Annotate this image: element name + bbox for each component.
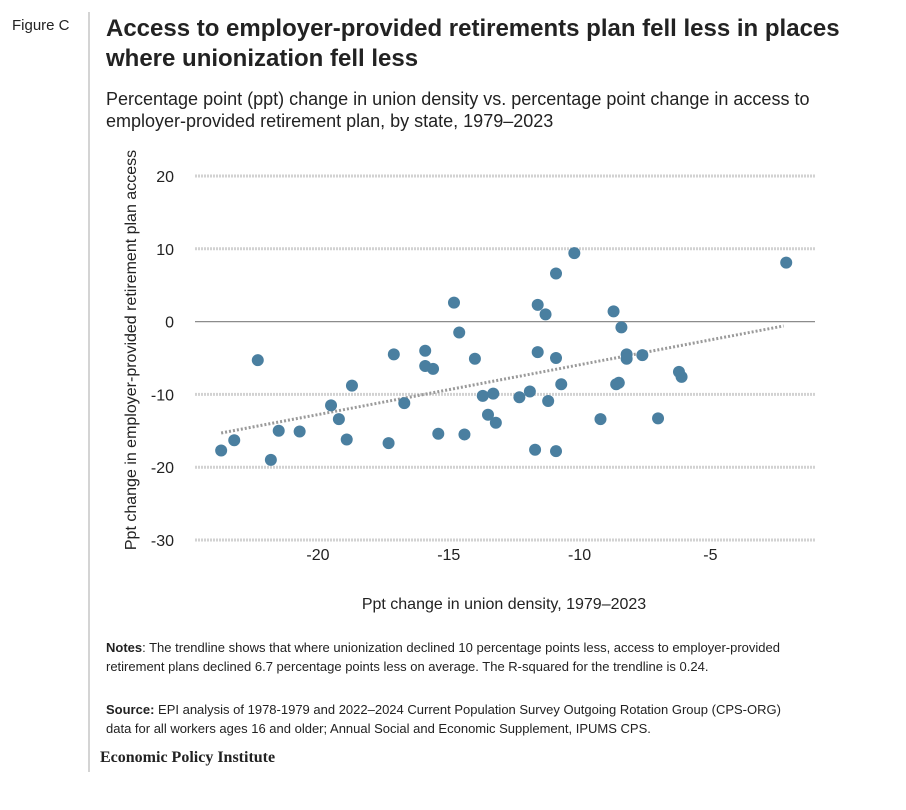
x-axis-ticks: -20 -15 -10 -5 xyxy=(306,547,717,564)
chart-subtitle: Percentage point (ppt) change in union d… xyxy=(106,89,810,131)
data-point xyxy=(607,305,620,318)
y-axis-title: Ppt change in employer-provided retireme… xyxy=(123,150,140,550)
data-point xyxy=(550,352,563,364)
data-point xyxy=(325,399,338,412)
x-tick-label: -5 xyxy=(703,547,717,564)
data-point xyxy=(293,425,306,438)
x-tick-label: -15 xyxy=(437,547,460,564)
data-point xyxy=(340,433,353,446)
data-point xyxy=(432,427,445,440)
x-axis-title: Ppt change in union density, 1979–2023 xyxy=(362,596,646,613)
data-point xyxy=(272,424,285,437)
data-point xyxy=(387,348,400,361)
y-tick-label: 20 xyxy=(156,169,174,186)
data-point xyxy=(453,326,466,339)
data-point xyxy=(447,296,460,309)
data-point xyxy=(215,444,228,457)
data-point xyxy=(594,413,607,426)
data-point xyxy=(555,378,568,391)
data-point xyxy=(398,397,411,410)
data-point xyxy=(382,437,395,450)
y-tick-label: -20 xyxy=(151,460,174,477)
data-point xyxy=(427,362,440,375)
data-point xyxy=(487,387,500,400)
epi-brand: Economic Policy Institute xyxy=(100,749,276,766)
data-point xyxy=(568,247,581,260)
data-point xyxy=(531,298,544,311)
y-tick-label: 0 xyxy=(165,315,174,332)
data-point xyxy=(542,394,555,407)
data-point xyxy=(780,256,793,269)
data-point xyxy=(481,408,494,421)
data-point xyxy=(513,391,526,404)
y-axis-ticks: 20 10 0 -10 -20 -30 xyxy=(151,169,174,550)
data-point xyxy=(550,267,563,280)
data-point xyxy=(652,412,665,425)
data-points xyxy=(215,247,793,466)
data-point xyxy=(251,354,264,367)
data-point xyxy=(345,379,358,392)
data-point xyxy=(636,349,649,362)
data-point xyxy=(264,453,277,466)
x-tick-label: -10 xyxy=(568,547,591,564)
gridlines xyxy=(195,174,815,542)
figure-label: Figure C xyxy=(12,17,70,34)
left-divider xyxy=(88,12,90,772)
data-point xyxy=(615,321,628,334)
data-point xyxy=(419,344,432,357)
data-point xyxy=(675,370,688,383)
source-text: EPI analysis of 1978-1979 and 2022–2024 … xyxy=(106,702,781,736)
data-point xyxy=(476,389,489,402)
data-point xyxy=(529,443,542,456)
data-point xyxy=(612,376,625,389)
source: Source: EPI analysis of 1978-1979 and 20… xyxy=(106,700,806,738)
data-point xyxy=(523,385,536,398)
source-label: Source: xyxy=(106,702,155,717)
data-point xyxy=(550,445,563,458)
data-point xyxy=(489,416,502,429)
data-point xyxy=(228,434,241,447)
data-point xyxy=(458,428,471,441)
scatter-chart: 20 10 0 -10 -20 -30 -20 -15 -10 -5 Ppt change in… xyxy=(123,150,815,613)
notes-text: : The trendline shows that where unioniz… xyxy=(106,640,780,674)
y-tick-label: 10 xyxy=(156,242,174,259)
trendline xyxy=(220,324,784,435)
data-point xyxy=(332,413,345,426)
data-point xyxy=(468,352,481,365)
y-tick-label: -30 xyxy=(151,533,174,550)
data-point xyxy=(539,308,552,321)
x-tick-label: -20 xyxy=(306,547,329,564)
chart-title: Access to employer-provided retirements … xyxy=(106,15,840,72)
data-point xyxy=(531,346,544,359)
y-tick-label: -10 xyxy=(151,387,174,404)
notes-label: Notes xyxy=(106,640,143,655)
notes: Notes: The trendline shows that where un… xyxy=(106,638,806,676)
data-point xyxy=(620,352,633,365)
